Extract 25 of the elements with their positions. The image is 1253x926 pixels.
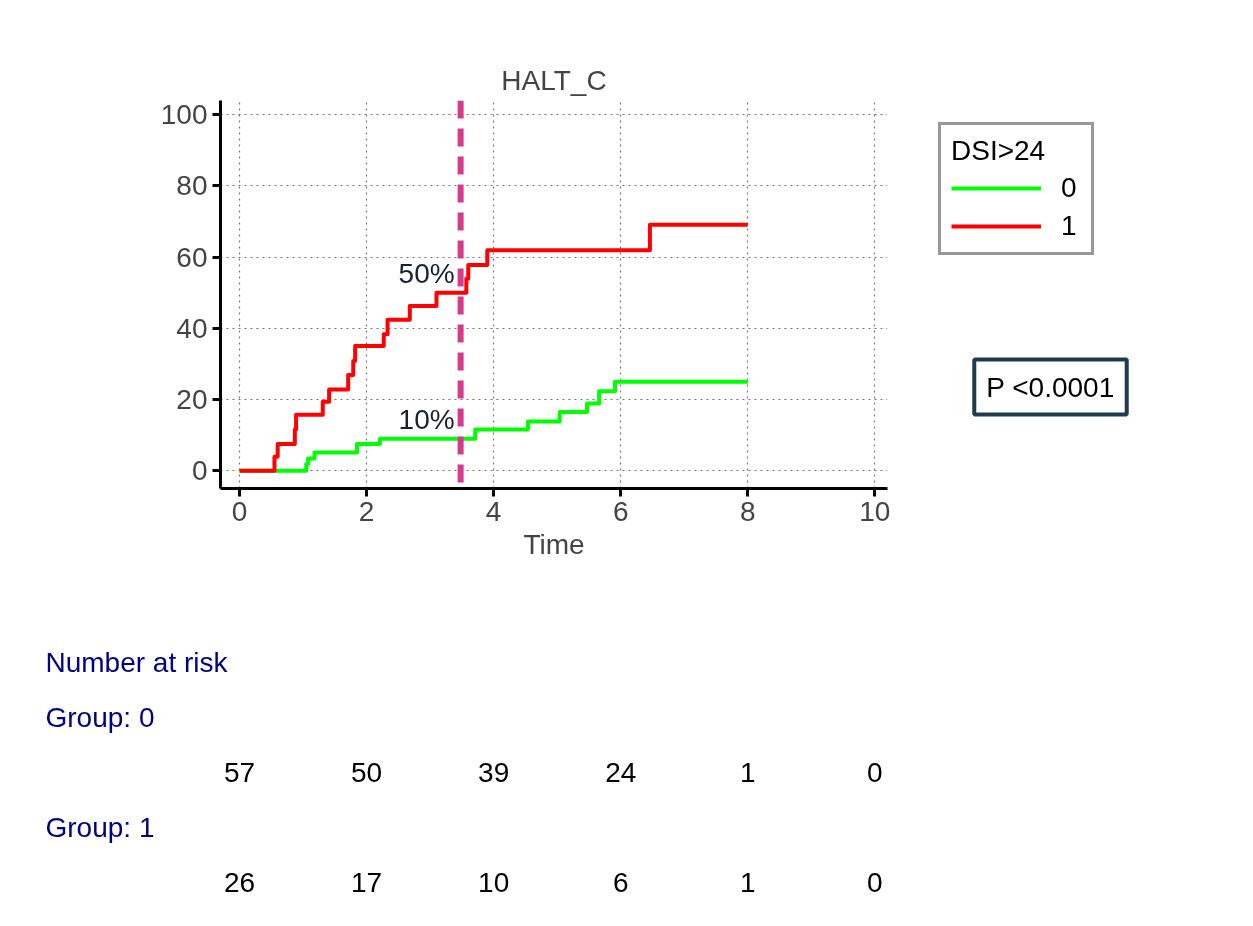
y-tick-label: 0: [191, 455, 208, 487]
text: Group: 1: [45, 812, 155, 843]
y-tick-label: 40: [176, 312, 208, 344]
x-tick-label: 4: [485, 495, 502, 527]
y-tick-label: 100: [160, 99, 208, 131]
x-tick-label: 0: [231, 495, 248, 527]
y-tick-label: 80: [176, 170, 208, 202]
annotation: 50%: [398, 257, 455, 289]
x-axis-title: Time: [523, 528, 585, 560]
x-tick-label: 8: [739, 495, 756, 527]
y-tick-label: 60: [176, 241, 208, 273]
text: P <0.0001: [986, 371, 1115, 403]
x-tick-label: 6: [612, 495, 629, 527]
legend-label: 1: [1061, 210, 1078, 242]
text: 26 17 10 6 1 0: [223, 867, 883, 898]
legend-title: DSI>24: [951, 135, 1047, 167]
text: Group: 0: [45, 702, 155, 733]
annotation: 10%: [398, 403, 455, 435]
x-tick-label: 10: [859, 495, 891, 527]
x-tick-label: 2: [358, 495, 375, 527]
chart-title: HALT_C: [501, 64, 607, 96]
y-tick-label: 20: [176, 384, 208, 416]
text: 57 50 39 24 1 0: [223, 757, 883, 788]
text: Number at risk: [45, 647, 229, 678]
legend-label: 0: [1061, 172, 1078, 204]
